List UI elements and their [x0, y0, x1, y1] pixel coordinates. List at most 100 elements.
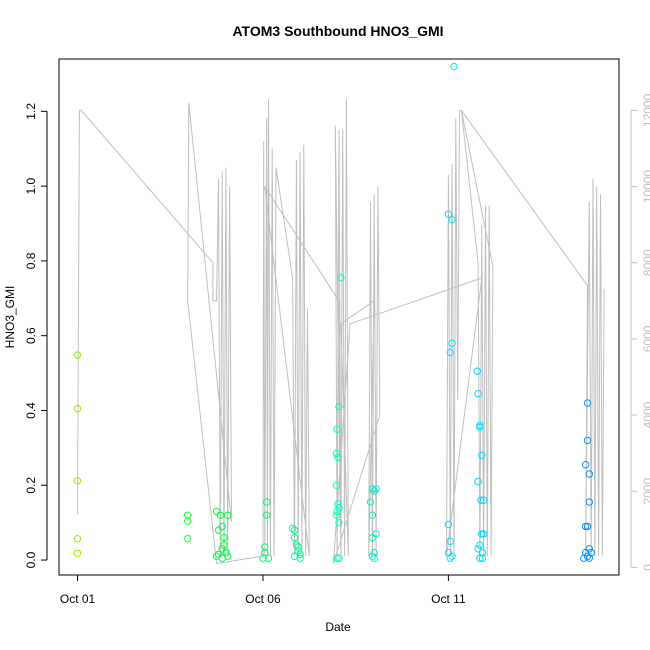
data-point — [474, 477, 482, 486]
data-point — [474, 545, 482, 553]
chart-title: ATOM3 Southbound HNO3_GMI — [232, 23, 443, 39]
data-point — [479, 530, 488, 538]
data-point — [218, 545, 226, 553]
data-point — [212, 507, 221, 516]
y-tick-label: 0.8 — [24, 252, 38, 269]
data-point — [335, 554, 343, 562]
data-point — [585, 498, 593, 506]
data-point — [370, 554, 378, 562]
data-point — [446, 537, 454, 545]
y-tick-label: 0.4 — [24, 402, 38, 419]
data-point — [479, 496, 488, 504]
data-point — [214, 526, 223, 534]
data-point — [335, 504, 343, 512]
data-point — [335, 403, 343, 411]
data-point — [73, 549, 82, 557]
data-point — [370, 548, 378, 557]
data-point — [448, 552, 456, 560]
data-point — [448, 216, 456, 224]
data-point — [332, 511, 341, 519]
y-tick-label: 0.6 — [24, 327, 38, 344]
data-point — [261, 543, 269, 551]
data-point — [444, 210, 453, 218]
y2-tick-label: 12000 — [641, 93, 650, 127]
data-point — [214, 550, 223, 559]
data-point — [332, 449, 341, 458]
data-point — [294, 543, 302, 551]
y-tick-label: 1.0 — [24, 177, 38, 194]
data-point — [446, 348, 454, 357]
data-point — [478, 554, 487, 562]
data-point — [473, 367, 481, 375]
data-point — [444, 520, 453, 529]
data-point — [476, 421, 484, 430]
y-tick-label: 0.2 — [24, 477, 38, 494]
data-point — [218, 522, 226, 531]
data-point — [478, 451, 486, 459]
x-tick-label: Oct 11 — [431, 592, 466, 606]
data-point — [333, 554, 341, 562]
altitude-line-layer — [77, 98, 605, 565]
x-axis: Oct 01 Oct 06 Oct 11 — [60, 574, 466, 606]
x-axis-label: Date — [325, 620, 351, 634]
data-point — [334, 500, 342, 508]
y2-tick-label: 8000 — [641, 249, 650, 276]
data-point — [184, 535, 192, 543]
data-point — [73, 351, 82, 359]
y-axis: 0.0 0.2 0.4 0.6 0.8 1.0 1.2 — [24, 103, 48, 568]
data-point — [288, 524, 297, 532]
data-point — [335, 519, 343, 527]
data-point — [216, 511, 225, 519]
x-tick-label: Oct 06 — [245, 592, 281, 606]
data-point — [73, 477, 82, 485]
data-point — [366, 498, 375, 506]
data-point — [220, 533, 228, 542]
data-point — [583, 522, 592, 531]
x-tick-label: Oct 01 — [60, 592, 96, 606]
data-point — [581, 461, 590, 469]
data-point — [263, 498, 271, 506]
data-point — [368, 552, 377, 560]
data-point — [224, 552, 232, 560]
data-point — [220, 541, 228, 549]
data-point — [212, 552, 221, 560]
y-tick-label: 1.2 — [24, 103, 38, 120]
y-tick-label: 0.0 — [24, 551, 38, 568]
data-point — [585, 554, 593, 562]
data-point — [290, 526, 299, 534]
altitude-line — [77, 98, 605, 565]
data-point — [476, 554, 484, 562]
data-point — [476, 541, 484, 549]
y2-tick-label: 10000 — [641, 170, 650, 204]
data-point — [73, 535, 82, 543]
data-point — [224, 511, 232, 519]
data-point — [446, 554, 454, 562]
data-point — [73, 404, 82, 413]
data-point — [332, 481, 341, 489]
data-point — [222, 548, 230, 557]
y2-tick-label: 6000 — [641, 325, 650, 352]
data-point — [476, 423, 484, 431]
data-point — [368, 533, 377, 542]
data-points-layer — [73, 62, 595, 562]
data-point — [263, 511, 271, 519]
y2-axis: 0 2000 4000 6000 8000 10000 12000 — [630, 93, 650, 571]
data-point — [294, 547, 302, 555]
data-point — [184, 511, 192, 519]
data-point — [264, 554, 273, 562]
data-point — [372, 530, 380, 538]
data-point — [334, 453, 342, 461]
data-point — [259, 554, 267, 562]
data-point — [368, 511, 377, 519]
data-point — [474, 390, 482, 398]
data-point — [184, 517, 192, 525]
data-point — [583, 399, 592, 407]
data-point — [333, 425, 341, 433]
data-point — [477, 496, 485, 504]
data-point — [580, 554, 588, 562]
data-point — [585, 545, 593, 553]
data-point — [583, 436, 592, 445]
data-point — [585, 470, 593, 478]
data-point — [370, 487, 378, 495]
